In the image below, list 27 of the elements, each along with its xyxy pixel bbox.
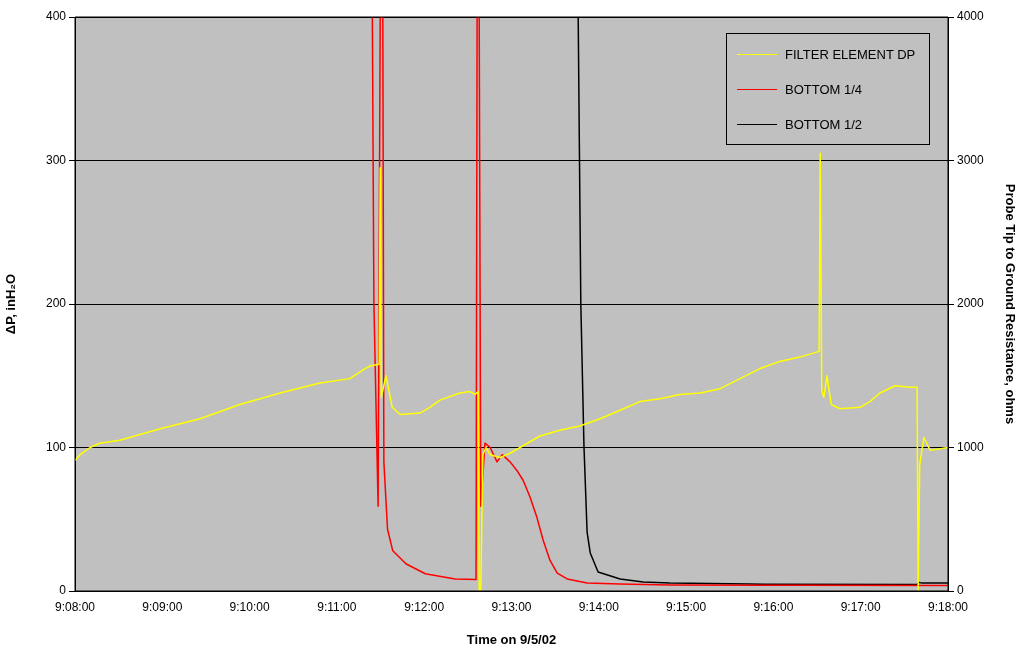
y2-tick-label: 0 bbox=[957, 583, 964, 598]
y-axis-title: ΔP, inH₂O bbox=[3, 273, 19, 335]
x-tick-label: 9:08:00 bbox=[54, 599, 96, 614]
y2-tick-label: 1000 bbox=[957, 439, 985, 454]
x-tick-label: 9:17:00 bbox=[840, 599, 882, 614]
y2-tick-label: 4000 bbox=[957, 9, 985, 24]
legend-label: BOTTOM 1/4 bbox=[785, 82, 863, 97]
x-tick-label: 9:14:00 bbox=[578, 599, 620, 614]
legend-label: FILTER ELEMENT DP bbox=[785, 47, 916, 62]
x-tick-label: 9:09:00 bbox=[142, 599, 183, 614]
y-tick-label: 200 bbox=[45, 296, 67, 311]
x-tick-label: 9:18:00 bbox=[927, 599, 969, 614]
y-tick-label: 100 bbox=[45, 439, 67, 454]
x-tick-label: 9:13:00 bbox=[491, 599, 532, 614]
y-tick-label: 300 bbox=[45, 152, 67, 167]
y2-tick-label: 3000 bbox=[957, 152, 985, 167]
x-tick-label: 9:11:00 bbox=[317, 599, 357, 614]
x-tick-label: 9:16:00 bbox=[753, 599, 794, 614]
y2-axis-title: Probe Tip to Ground Resistance, ohms bbox=[1002, 183, 1018, 425]
x-tick-label: 9:10:00 bbox=[229, 599, 270, 614]
y2-tick-label: 2000 bbox=[957, 296, 985, 311]
x-axis-title: Time on 9/5/02 bbox=[466, 631, 557, 647]
x-tick-label: 9:15:00 bbox=[666, 599, 707, 614]
legend-label: BOTTOM 1/2 bbox=[785, 117, 863, 132]
y-tick-label: 0 bbox=[59, 583, 67, 598]
y-tick-label: 400 bbox=[45, 9, 67, 24]
x-tick-label: 9:12:00 bbox=[404, 599, 445, 614]
